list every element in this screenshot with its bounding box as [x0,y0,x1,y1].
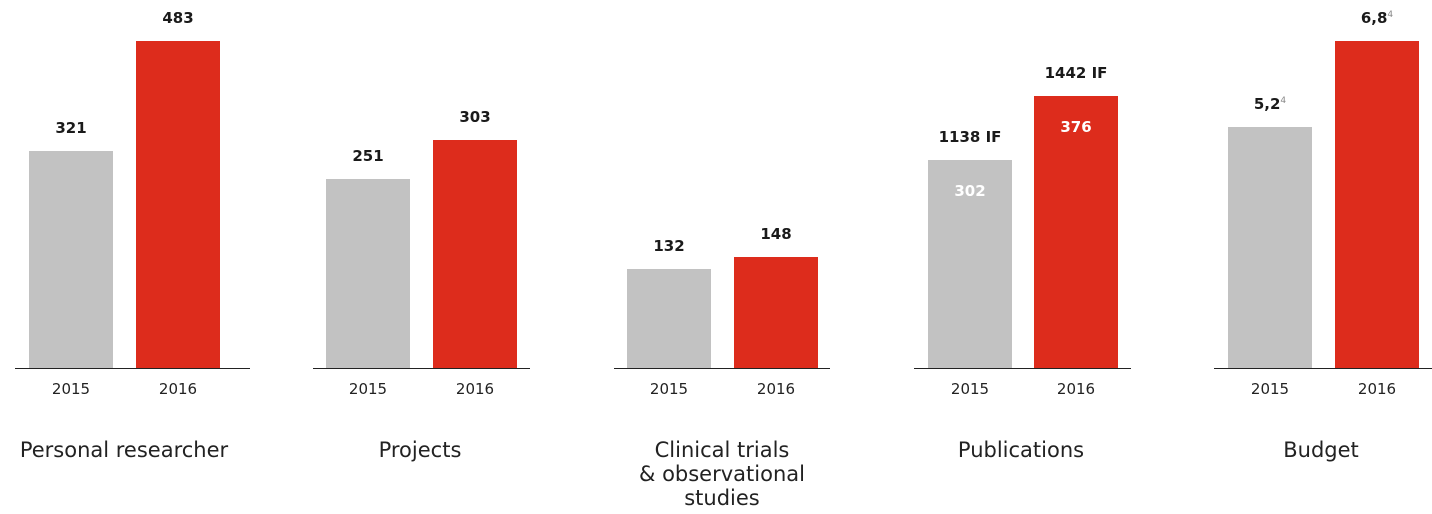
inner-label: 376 [1060,118,1091,136]
data-label-value: 1138 IF [939,128,1002,146]
bar-2016 [136,41,220,368]
tick-label: 2015 [951,380,989,398]
tick-label: 2016 [1358,380,1396,398]
data-label: 303 [459,108,490,126]
tick-label: 2016 [1057,380,1095,398]
data-label: 6,84 [1361,9,1394,27]
chart-title: studies [684,486,760,510]
data-label-value: 483 [162,9,193,27]
data-label-superscript: 4 [1280,96,1286,106]
inner-label: 302 [954,182,985,200]
data-label-value: 148 [760,225,791,243]
bar-2015 [29,151,113,368]
data-label: 148 [760,225,791,243]
tick-label: 2016 [757,380,795,398]
data-label: 321 [55,119,86,137]
data-label-value: 5,2 [1254,95,1281,113]
data-label-value: 1442 IF [1045,64,1108,82]
data-label: 5,24 [1254,95,1287,113]
bar-2016 [433,140,517,368]
data-label: 251 [352,147,383,165]
tick-label: 2016 [456,380,494,398]
tick-label: 2016 [159,380,197,398]
tick-label: 2015 [650,380,688,398]
chart-title: Clinical trials [655,438,790,462]
data-label-value: 251 [352,147,383,165]
data-label: 483 [162,9,193,27]
bar-2015 [627,269,711,368]
bar-2016 [1335,41,1419,368]
chart-title: Projects [379,438,462,462]
data-label-superscript: 4 [1387,10,1393,20]
tick-label: 2015 [1251,380,1289,398]
data-label-value: 132 [653,237,684,255]
data-label: 132 [653,237,684,255]
bar-2015 [326,179,410,368]
bar-2016 [1034,96,1118,368]
data-label: 1138 IF [939,128,1002,146]
tick-label: 2015 [52,380,90,398]
chart-title: Publications [958,438,1084,462]
chart-title: Budget [1283,438,1359,462]
data-label: 1442 IF [1045,64,1108,82]
data-label-value: 6,8 [1361,9,1388,27]
data-label-value: 303 [459,108,490,126]
tick-label: 2015 [349,380,387,398]
bar-2016 [734,257,818,368]
chart-title: & observational [639,462,805,486]
chart-title: Personal researcher [20,438,229,462]
bar-2015 [1228,127,1312,368]
data-label-value: 321 [55,119,86,137]
